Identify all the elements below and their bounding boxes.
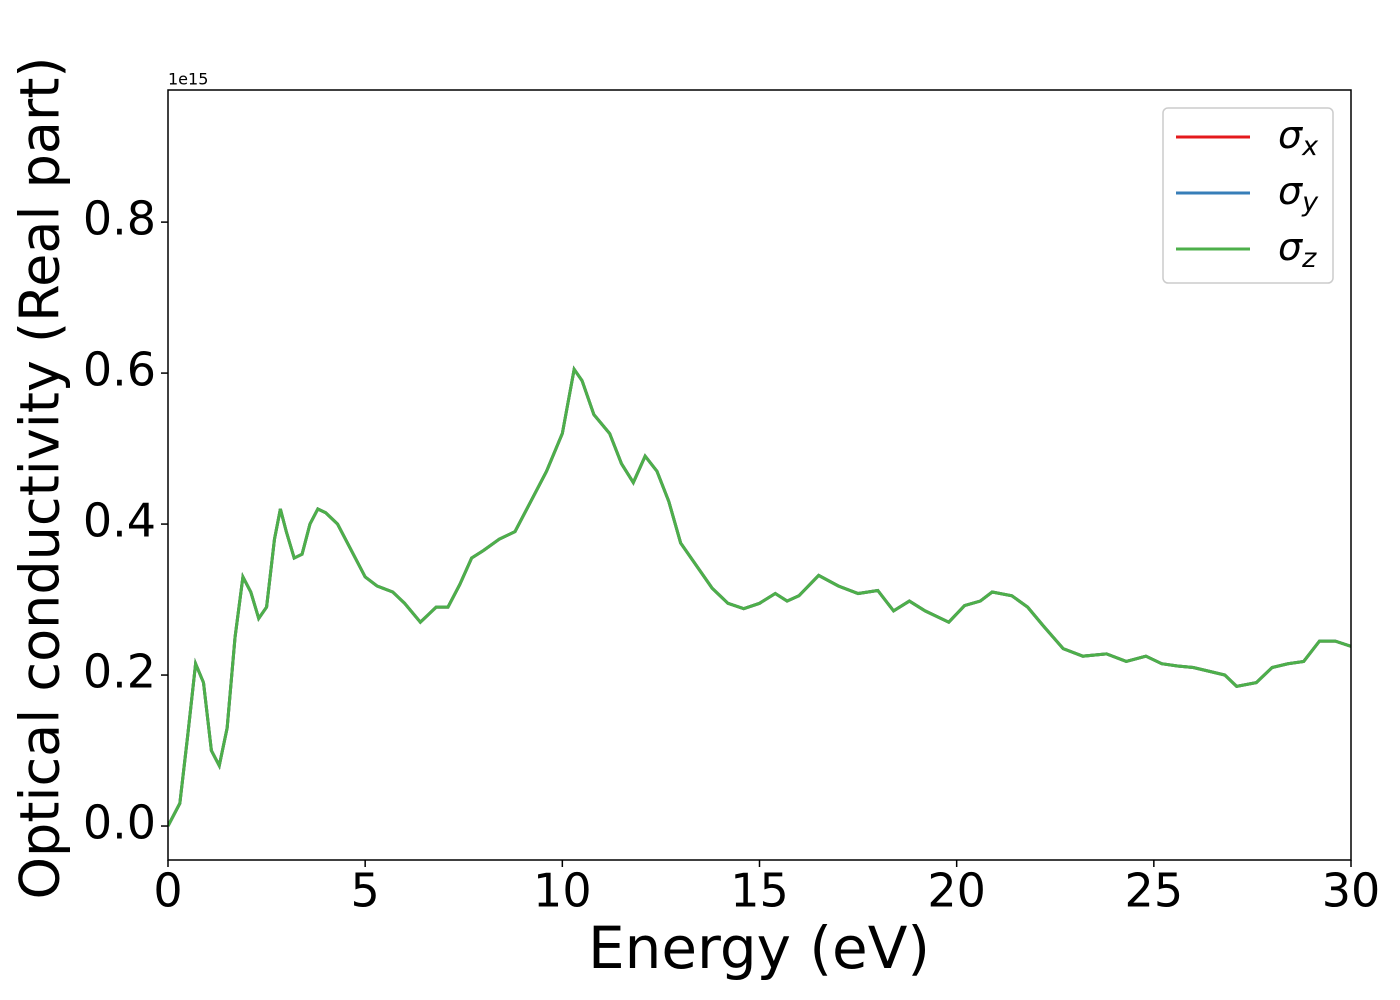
- x-tick-label: 0: [153, 864, 182, 918]
- x-tick-label: 30: [1322, 864, 1381, 918]
- x-axis-label: Energy (eV): [588, 914, 930, 982]
- legend-label: σz: [1278, 225, 1317, 274]
- x-tick-label: 15: [730, 864, 789, 918]
- legend-box: [1162, 107, 1334, 284]
- series-line: [168, 365, 1351, 827]
- plot-frame: [167, 89, 1352, 861]
- y-tick-label: 0.4: [83, 494, 156, 548]
- y-tick-label: 0.0: [83, 796, 156, 850]
- y-axis-label: Optical conductivity (Real part): [9, 57, 72, 900]
- series-line: [168, 365, 1351, 827]
- offset-text: 1e15: [168, 70, 208, 89]
- x-tick-label: 20: [927, 864, 986, 918]
- legend-label: σx: [1278, 113, 1319, 162]
- y-tick-label: 0.6: [83, 343, 156, 397]
- y-tick-label: 0.2: [83, 645, 156, 699]
- x-tick-label: 5: [351, 864, 380, 918]
- x-tick-label: 25: [1125, 864, 1184, 918]
- legend-label: σy: [1278, 169, 1319, 218]
- series-line: [168, 365, 1351, 827]
- y-tick-label: 0.8: [83, 192, 156, 246]
- x-tick-label: 10: [533, 864, 592, 918]
